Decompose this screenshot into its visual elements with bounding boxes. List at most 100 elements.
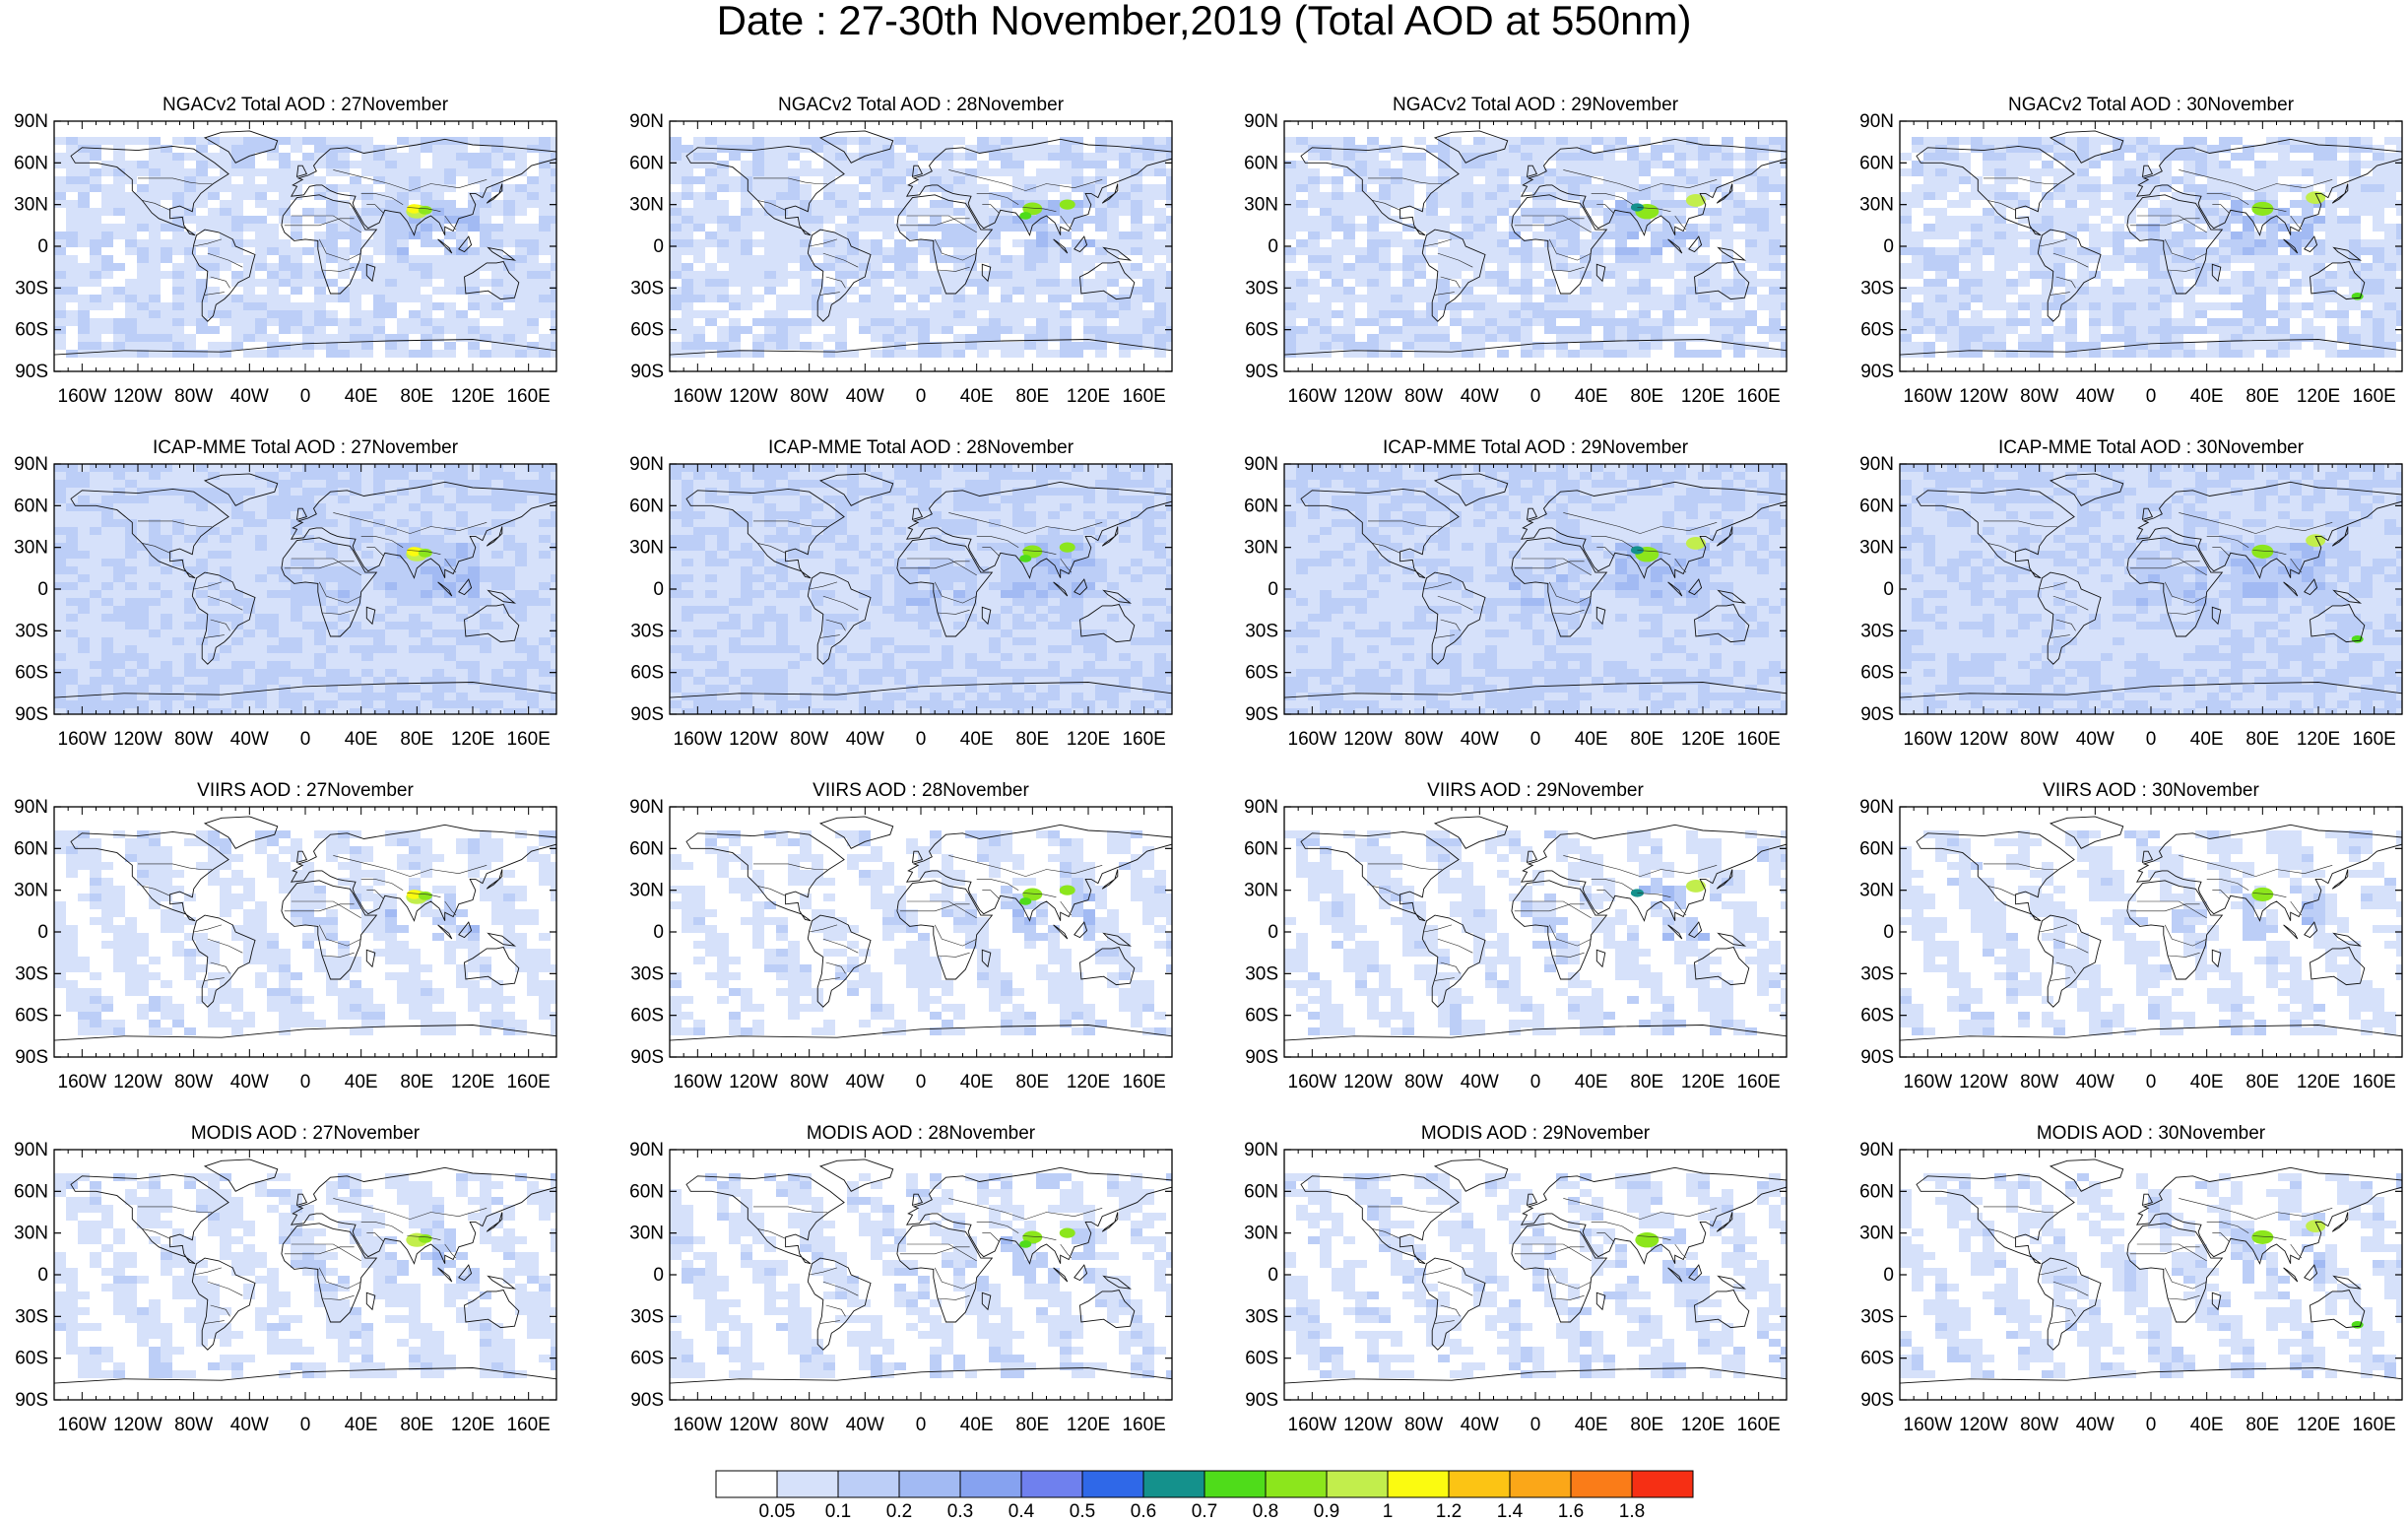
aod-cell [930,302,942,310]
aod-cell [1935,302,1947,310]
aod-cell [871,295,882,302]
aod-cell [468,192,480,200]
aod-cell [1402,239,1414,247]
aod-cell [1497,192,1509,200]
aod-cell [1391,310,1402,318]
aod-cell [172,511,184,519]
aod-cell [1414,176,1426,184]
aod-cell [1308,176,1320,184]
aod-cell [2183,295,2195,302]
aod-cell [220,350,231,358]
aod-cell [2030,232,2042,239]
aod-cell [125,464,137,472]
aod-cell [1426,239,1438,247]
aod-cell [1450,239,1462,247]
aod-cell [125,168,137,176]
aod-cell [1568,161,1580,168]
aod-cell [1947,334,1959,342]
aod-cell [1662,200,1674,208]
aod-hotspot [1059,199,1075,210]
aod-cell [338,334,350,342]
aod-cell [1686,137,1698,145]
aod-cell [515,326,527,334]
aod-cell [1024,302,1036,310]
aod-cell [255,310,267,318]
aod-cell [90,137,101,145]
aod-cell [670,295,682,302]
aod-cell [1662,310,1674,318]
aod-cell [788,342,800,350]
aod-cell [101,535,113,543]
aod-cell [2077,302,2089,310]
aod-cell [1757,279,1769,287]
aod-cell [149,527,161,535]
aod-cell [847,263,859,271]
aod-cell [847,216,859,224]
aod-cell [421,176,432,184]
aod-cell [1947,161,1959,168]
aod-cell [515,168,527,176]
aod-cell [1072,161,1083,168]
aod-cell [1994,168,2006,176]
aod-cell [2172,200,2183,208]
aod-cell [847,310,859,318]
aod-cell [314,488,326,496]
aod-cell [1983,239,1994,247]
map-panel: NGACv2 Total AOD : 27November90N60N30N03… [14,95,557,407]
aod-cell [1651,247,1662,255]
aod-cell [1083,176,1095,184]
aod-cell [527,263,539,271]
aod-cell [208,153,220,161]
aod-cell [989,137,1001,145]
aod-cell [539,342,551,350]
aod-cell [66,200,78,208]
aod-cell [539,295,551,302]
aod-cell [54,239,66,247]
aod-cell [1154,342,1166,350]
aod-cell [717,216,729,224]
aod-cell [1722,184,1733,192]
aod-cell [267,480,279,488]
aod-cell [1402,192,1414,200]
aod-cell [1733,271,1745,279]
aod-cell [397,519,409,527]
aod-cell [1142,168,1154,176]
aod-cell [1592,247,1603,255]
aod-cell [1568,192,1580,200]
aod-cell [1284,145,1296,153]
aod-cell [2018,318,2030,326]
aod-cell [2325,168,2337,176]
aod-cell [456,168,468,176]
aod-cell [764,232,776,239]
aod-cell [1556,334,1568,342]
aod-cell [682,295,693,302]
aod-cell [1438,200,1450,208]
aod-cell [1012,161,1024,168]
aod-cell [1485,184,1497,192]
aod-cell [977,295,989,302]
aod-cell [859,239,871,247]
aod-cell [2136,318,2148,326]
aod-cell [196,161,208,168]
aod-cell [918,279,930,287]
aod-cell [1095,192,1107,200]
aod-cell [1662,263,1674,271]
aod-cell [468,168,480,176]
aod-cell [2254,239,2266,247]
aod-cell [161,216,172,224]
aod-cell [432,216,444,224]
aod-cell [2006,137,2018,145]
aod-cell [456,464,468,472]
aod-cell [882,255,894,263]
aod-cell [444,543,456,551]
aod-cell [503,543,515,551]
aod-cell [705,192,717,200]
aod-cell [1733,287,1745,295]
aod-cell [491,488,503,496]
aod-cell [693,271,705,279]
aod-cell [125,239,137,247]
aod-cell [1698,350,1710,358]
aod-cell [1414,208,1426,216]
aod-cell [385,263,397,271]
aod-cell [1959,302,1971,310]
